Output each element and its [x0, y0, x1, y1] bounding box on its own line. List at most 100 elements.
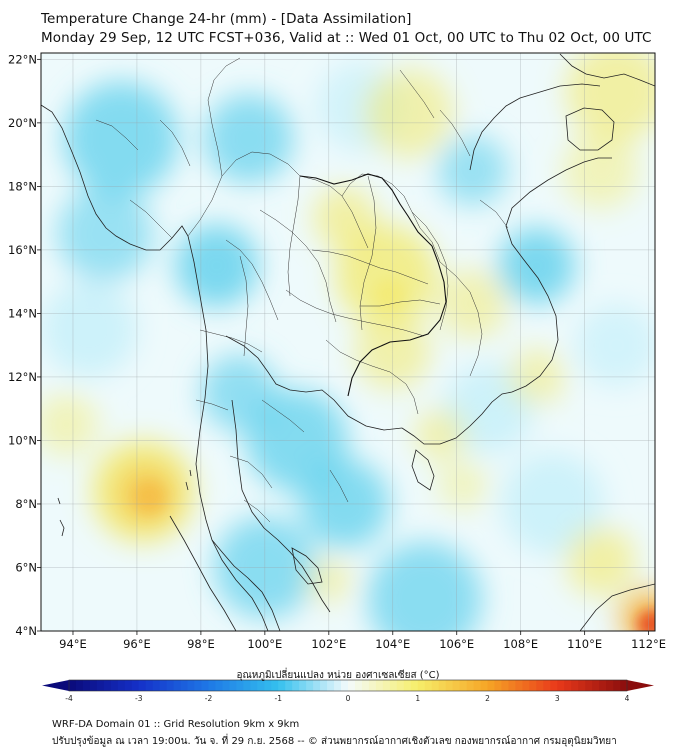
y-tick-label: 14°N [8, 306, 37, 320]
x-tick-label: 102°E [311, 637, 346, 651]
field-blob [41, 281, 137, 378]
colorbar-segment [117, 680, 126, 691]
admin-boundaries [95, 57, 509, 523]
colorbar-segment [264, 680, 272, 691]
field-blob [175, 224, 259, 308]
colorbar-segment [229, 680, 237, 691]
y-tick-label: 10°N [8, 433, 37, 447]
colorbar-segment [606, 680, 614, 691]
field-blob [575, 303, 655, 387]
colorbar-segment [620, 680, 628, 691]
field-blob [56, 186, 153, 282]
field-blob [437, 268, 508, 340]
colorbar-segment [215, 680, 223, 691]
colorbar-segment [173, 680, 181, 691]
colorbar-segment [487, 680, 495, 691]
field-blob [637, 610, 655, 631]
map-frame [40, 52, 656, 632]
colorbar-segment [194, 680, 202, 691]
colorbar-segment [299, 680, 307, 691]
colorbar-segment [208, 680, 216, 691]
colorbar-segment [494, 680, 502, 691]
colorbar-segment [257, 680, 265, 691]
field-blob [133, 481, 166, 514]
colorbar-segment [417, 680, 426, 691]
field-blob [312, 186, 377, 251]
colorbar-segment [292, 680, 300, 691]
colorbar-segment [410, 680, 419, 691]
field-blob [415, 408, 467, 460]
colorbar-segment [529, 680, 537, 691]
colorbar-segment [564, 680, 572, 691]
colorbar-segment [403, 680, 412, 691]
colorbar-segment [480, 680, 488, 691]
colorbar-segment [389, 680, 398, 691]
colorbar-segment [89, 680, 98, 691]
colorbar-segment [313, 680, 321, 691]
x-tick-label: 108°E [503, 637, 538, 651]
colorbar-segment [354, 680, 363, 691]
field-blob [498, 227, 576, 305]
colorbar-segment [459, 680, 467, 691]
field-blob [565, 53, 655, 143]
field-blob [373, 278, 406, 311]
colorbar: -4 -3 -2 -1 0 1 2 3 4 [42, 679, 654, 703]
field-blob [367, 541, 483, 631]
model-info: WRF-DA Domain 01 :: Grid Resolution 9km … [52, 719, 300, 730]
colorbar-segment [396, 680, 405, 691]
colorbar-segment [320, 680, 328, 691]
x-tick-label: 94°E [59, 637, 87, 651]
y-tick-label: 6°N [15, 560, 37, 574]
longitude-ticks: 94°E 96°E 98°E 100°E 102°E 104°E 106°E 108°E 110… [59, 631, 666, 651]
colorbar-tick-label: -1 [275, 694, 283, 703]
colorbar-segment [278, 680, 286, 691]
field-blob [204, 93, 294, 184]
colorbar-segment [341, 680, 349, 691]
colorbar-segment [243, 680, 251, 691]
colorbar-segment [124, 680, 133, 691]
x-tick-label: 112°E [631, 637, 666, 651]
y-tick-label: 18°N [8, 179, 37, 193]
colorbar-tick-label: 4 [625, 694, 630, 703]
colorbar-segment [131, 680, 140, 691]
colorbar-segment [522, 680, 530, 691]
coastlines-borders [41, 53, 655, 631]
colorbar-segment [431, 680, 440, 691]
colorbar-segment [585, 680, 593, 691]
latitude-ticks: 22°N 20°N 18°N 16°N 14°N 12°N 10°N 8°N 6°N 4°N [8, 52, 41, 638]
colorbar-max-arrow [627, 680, 654, 691]
colorbar-tick-label: -2 [205, 694, 213, 703]
colorbar-segment [75, 680, 84, 691]
field-blob [41, 392, 99, 457]
colorbar-segment [515, 680, 523, 691]
colorbar-segment [222, 680, 230, 691]
colorbar-segment [180, 680, 188, 691]
colorbar-segment [103, 680, 112, 691]
colorbar-segment [368, 680, 377, 691]
colorbar-segment [138, 680, 147, 691]
colorbar-segment [152, 680, 161, 691]
colorbar-segment [361, 680, 370, 691]
field-blob [63, 81, 179, 197]
colorbar-segment [557, 680, 565, 691]
colorbar-segment [250, 680, 258, 691]
colorbar-min-arrow [42, 680, 69, 691]
x-tick-label: 110°E [567, 637, 602, 651]
temperature-field [41, 53, 655, 631]
colorbar-segment [96, 680, 105, 691]
colorbar-title: อุณหภูมิเปลี่ยนแปลง หน่วย องศาเซลเซียส (… [236, 670, 440, 681]
thailand-border [299, 173, 447, 397]
colorbar-tick-label: -4 [65, 694, 73, 703]
colorbar-segment [452, 680, 460, 691]
colorbar-tick-label: 0 [346, 694, 351, 703]
colorbar-segment [110, 680, 119, 691]
colorbar-frame [68, 679, 628, 692]
y-tick-label: 4°N [15, 624, 37, 638]
colorbar-tick-label: 1 [415, 694, 420, 703]
x-tick-label: 96°E [123, 637, 151, 651]
colorbar-segment [69, 680, 77, 691]
colorbar-segment [613, 680, 621, 691]
x-tick-label: 98°E [187, 637, 215, 651]
y-tick-label: 16°N [8, 243, 37, 257]
field-blob [562, 132, 640, 209]
